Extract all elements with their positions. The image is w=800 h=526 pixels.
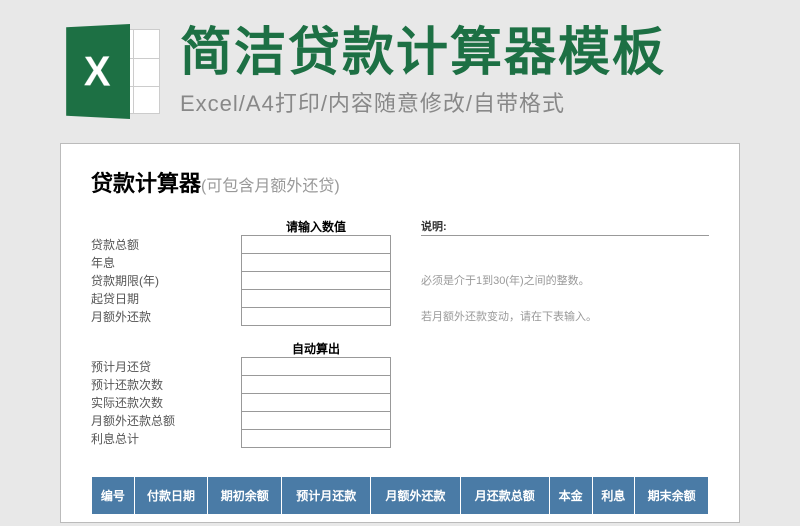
main-title: 简洁贷款计算器模板 (180, 25, 740, 82)
label-est-monthly: 预计月还贷 (91, 358, 241, 376)
excel-icon-letter: X (84, 47, 111, 96)
doc-title: 贷款计算器 (91, 171, 201, 196)
document-preview: 贷款计算器(可包含月额外还贷) 贷款总额 年息 贷款期限(年) 起贷日期 月额外… (60, 143, 740, 523)
input-term-years[interactable] (241, 272, 391, 290)
label-term-years: 贷款期限(年) (91, 272, 241, 290)
label-extra-total: 月额外还款总额 (91, 412, 241, 430)
th-pay-date: 付款日期 (134, 477, 208, 515)
title-block: 简洁贷款计算器模板 Excel/A4打印/内容随意修改/自带格式 (180, 25, 740, 118)
output-interest-total (241, 430, 391, 448)
input-section: 贷款总额 年息 贷款期限(年) 起贷日期 月额外还款 请输入数值 说明: 必须是… (91, 218, 709, 326)
th-interest: 利息 (592, 477, 635, 515)
th-end-balance: 期末余额 (635, 477, 709, 515)
th-id: 编号 (92, 477, 135, 515)
label-interest-total: 利息总计 (91, 430, 241, 448)
label-loan-total: 贷款总额 (91, 236, 241, 254)
output-extra-total (241, 412, 391, 430)
input-column-header: 请输入数值 (241, 218, 391, 236)
table-header-row: 编号 付款日期 期初余额 预计月还款 月额外还款 月还款总额 本金 利息 期末余… (92, 477, 709, 515)
input-annual-rate[interactable] (241, 254, 391, 272)
amortization-table: 编号 付款日期 期初余额 预计月还款 月额外还款 月还款总额 本金 利息 期末余… (91, 476, 709, 515)
doc-title-row: 贷款计算器(可包含月额外还贷) (91, 166, 709, 198)
output-column-header: 自动算出 (241, 340, 391, 358)
sub-title: Excel/A4打印/内容随意修改/自带格式 (180, 86, 740, 118)
label-extra-monthly: 月额外还款 (91, 308, 241, 326)
desc-header: 说明: (421, 218, 709, 236)
input-start-date[interactable] (241, 290, 391, 308)
doc-title-sub: (可包含月额外还贷) (201, 178, 340, 195)
output-est-monthly (241, 358, 391, 376)
output-est-payments (241, 376, 391, 394)
desc-term-note: 必须是介于1到30(年)之间的整数。 (421, 272, 709, 290)
output-actual-payments (241, 394, 391, 412)
output-column: 自动算出 (241, 340, 391, 448)
output-section: 预计月还贷 预计还款次数 实际还款次数 月额外还款总额 利息总计 自动算出 (91, 340, 709, 448)
input-column: 请输入数值 (241, 218, 391, 326)
label-annual-rate: 年息 (91, 254, 241, 272)
label-start-date: 起贷日期 (91, 290, 241, 308)
promo-header: X 简洁贷款计算器模板 Excel/A4打印/内容随意修改/自带格式 (0, 0, 800, 129)
th-extra-payment: 月额外还款 (371, 477, 460, 515)
input-labels: 贷款总额 年息 贷款期限(年) 起贷日期 月额外还款 (91, 218, 241, 326)
th-begin-balance: 期初余额 (208, 477, 282, 515)
label-actual-payments: 实际还款次数 (91, 394, 241, 412)
input-loan-total[interactable] (241, 236, 391, 254)
description-column: 说明: 必须是介于1到30(年)之间的整数。 若月额外还款变动，请在下表输入。 (421, 218, 709, 326)
th-total-payment: 月还款总额 (460, 477, 549, 515)
output-labels: 预计月还贷 预计还款次数 实际还款次数 月额外还款总额 利息总计 (91, 340, 241, 448)
input-extra-monthly[interactable] (241, 308, 391, 326)
excel-icon: X (60, 24, 160, 119)
th-principal: 本金 (549, 477, 592, 515)
th-est-payment: 预计月还款 (282, 477, 371, 515)
label-est-payments: 预计还款次数 (91, 376, 241, 394)
desc-extra-note: 若月额外还款变动，请在下表输入。 (421, 308, 709, 326)
